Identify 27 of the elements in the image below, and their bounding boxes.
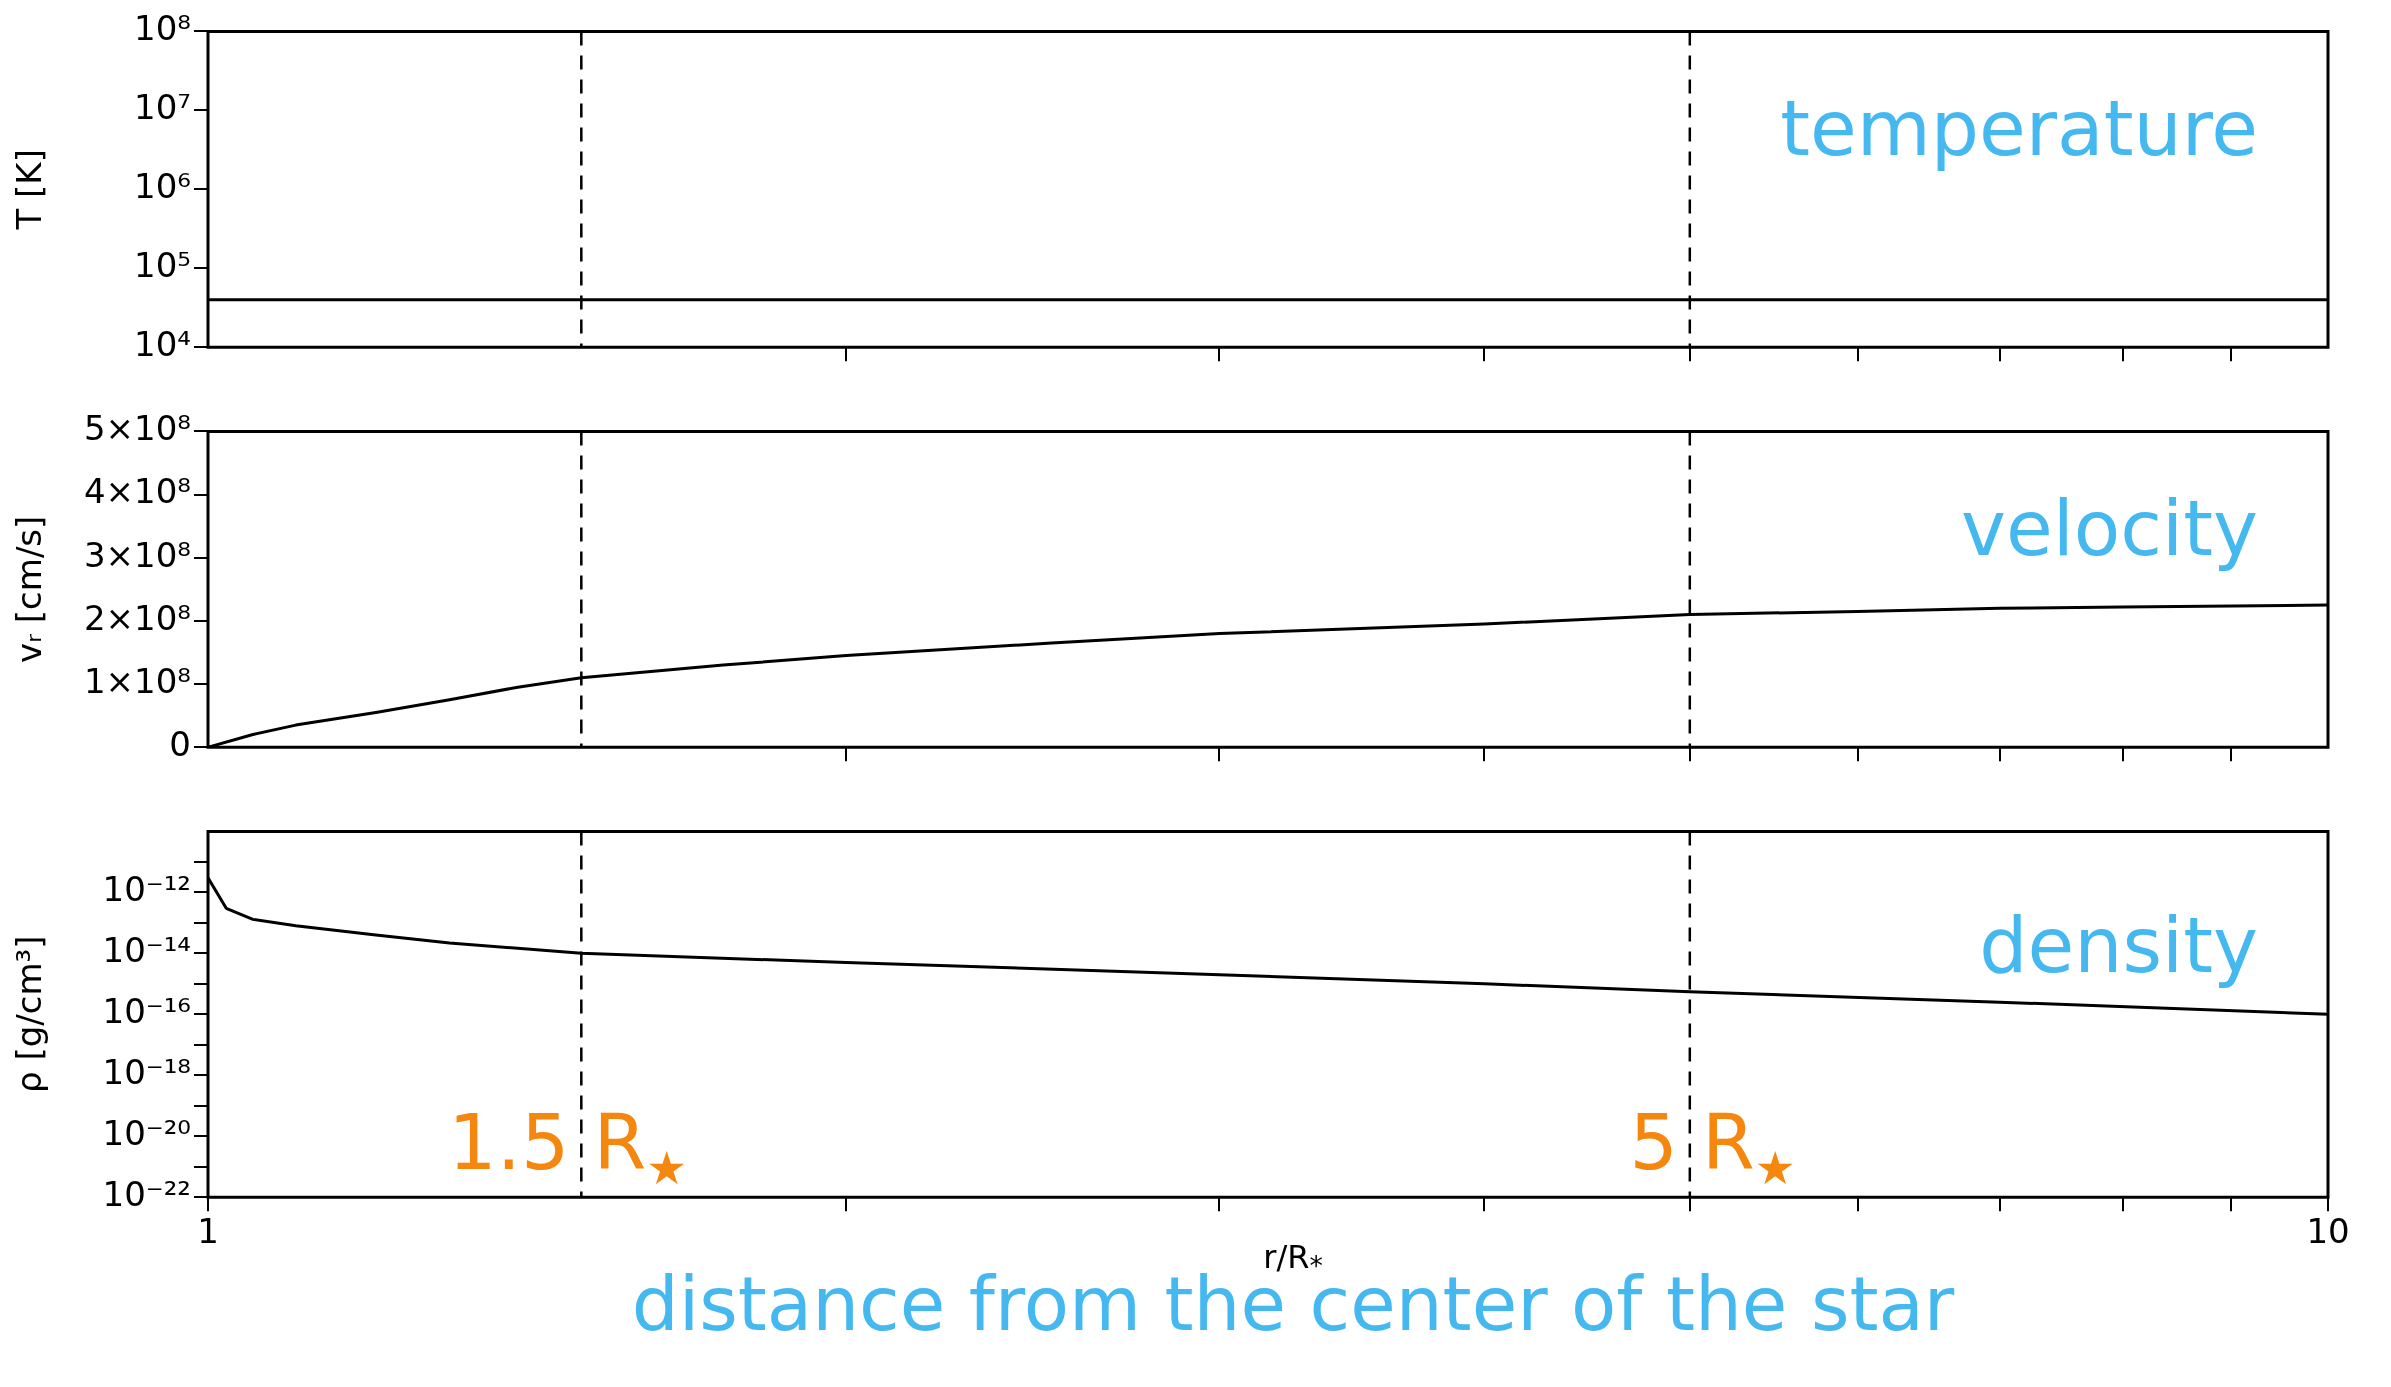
y-tick-label: 5×10⁸ bbox=[83, 408, 191, 449]
x-tick-label: 1 bbox=[197, 1211, 219, 1252]
y-tick-label: 10⁵ bbox=[134, 245, 191, 286]
y-tick-label: 10⁻¹⁶ bbox=[102, 991, 191, 1032]
y-axis-title: vᵣ [cm/s] bbox=[9, 515, 50, 663]
annotation: temperature bbox=[1780, 84, 2258, 174]
y-axis-title: ρ [g/cm³] bbox=[9, 935, 50, 1093]
ref-line-label: 1.5 R★ bbox=[448, 1098, 688, 1196]
y-tick-label: 10⁴ bbox=[134, 324, 191, 365]
y-tick-label: 10⁻²⁰ bbox=[102, 1113, 191, 1154]
ref-line-label: 5 R★ bbox=[1629, 1098, 1796, 1196]
y-tick-label: 0 bbox=[169, 724, 191, 765]
y-tick-label: 10⁷ bbox=[134, 87, 191, 128]
x-tick-label: 10 bbox=[2306, 1211, 2350, 1252]
annotation: velocity bbox=[1960, 484, 2258, 574]
y-tick-label: 10⁶ bbox=[134, 166, 191, 207]
y-tick-label: 3×10⁸ bbox=[83, 534, 191, 575]
y-tick-label: 10⁻¹⁸ bbox=[102, 1052, 191, 1093]
y-tick-label: 10⁻²² bbox=[102, 1174, 191, 1215]
y-tick-label: 2×10⁸ bbox=[83, 597, 191, 638]
y-tick-label: 1×10⁸ bbox=[83, 660, 191, 701]
y-tick-label: 10⁻¹² bbox=[102, 869, 191, 910]
y-tick-label: 4×10⁸ bbox=[83, 471, 191, 512]
y-axis-title: T [K] bbox=[9, 149, 50, 231]
y-tick-label: 10⁸ bbox=[134, 8, 191, 49]
y-tick-label: 10⁻¹⁴ bbox=[102, 930, 191, 971]
annotation: density bbox=[1979, 900, 2258, 990]
